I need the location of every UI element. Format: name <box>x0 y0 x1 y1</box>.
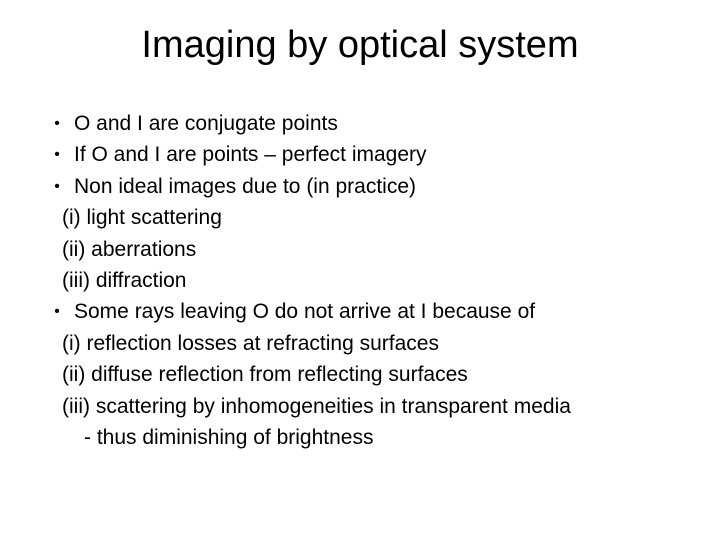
bullet-text: O and I are conjugate points <box>74 109 684 138</box>
bullet-item: • Some rays leaving O do not arrive at I… <box>40 297 684 326</box>
bullet-icon: • <box>40 297 74 326</box>
sub-item: (ii) diffuse reflection from reflecting … <box>40 360 684 389</box>
bullet-item: • Non ideal images due to (in practice) <box>40 172 684 201</box>
sub-item: (iii) scattering by inhomogeneities in t… <box>40 392 684 421</box>
slide-body: • O and I are conjugate points • If O an… <box>36 109 684 452</box>
sub-item: (ii) aberrations <box>40 235 684 264</box>
sub-item: - thus diminishing of brightness <box>40 423 684 452</box>
slide-title: Imaging by optical system <box>76 24 644 67</box>
slide: Imaging by optical system • O and I are … <box>0 0 720 540</box>
sub-item: (iii) diffraction <box>40 266 684 295</box>
bullet-text: Some rays leaving O do not arrive at I b… <box>74 297 684 326</box>
bullet-text: If O and I are points – perfect imagery <box>74 140 684 169</box>
sub-item: (i) reflection losses at refracting surf… <box>40 329 684 358</box>
bullet-item: • O and I are conjugate points <box>40 109 684 138</box>
bullet-icon: • <box>40 140 74 169</box>
bullet-icon: • <box>40 172 74 201</box>
sub-item: (i) light scattering <box>40 203 684 232</box>
bullet-text: Non ideal images due to (in practice) <box>74 172 684 201</box>
bullet-icon: • <box>40 109 74 138</box>
bullet-item: • If O and I are points – perfect imager… <box>40 140 684 169</box>
